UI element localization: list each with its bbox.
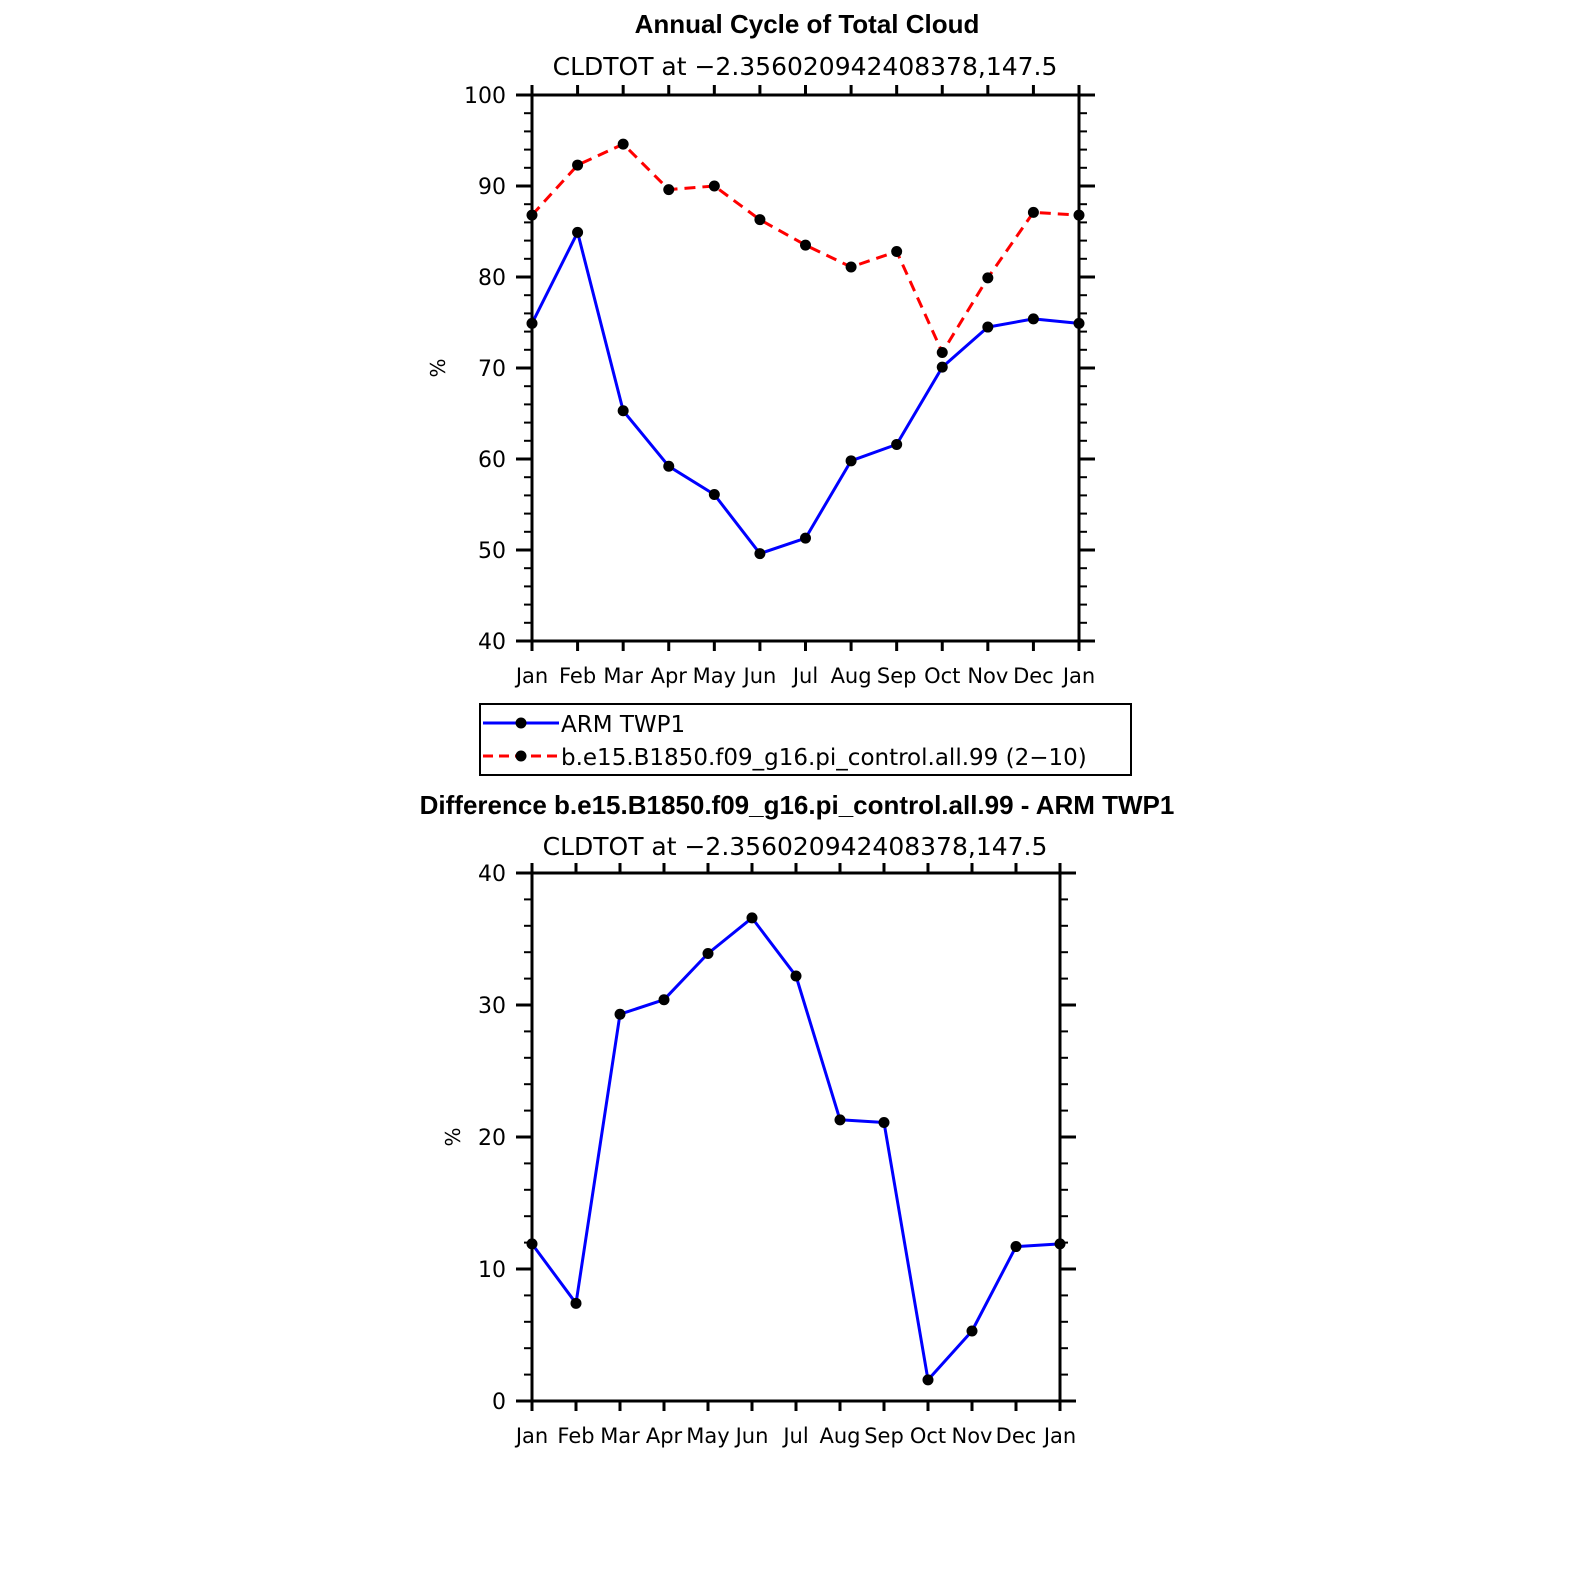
chart1-ytick-label: 60 <box>478 448 506 473</box>
chart1-xtick-label: Jan <box>514 664 548 688</box>
legend-model-marker <box>515 750 527 762</box>
chart2-xtick-label: Oct <box>910 1424 946 1448</box>
chart1-series-1-point <box>982 272 994 284</box>
chart1-series-1-point <box>845 261 857 273</box>
chart2-series-0-point <box>570 1297 582 1309</box>
chart1-series-1-point <box>800 239 811 251</box>
chart1-series-1-point <box>572 159 584 171</box>
chart2-series-0-point <box>834 1114 846 1126</box>
chart1-series-0-point <box>708 488 720 500</box>
chart2-xtick-label: Mar <box>600 1424 640 1448</box>
chart1-series-0-point <box>936 361 948 373</box>
legend-box <box>479 703 1132 776</box>
chart2-xtick-label: Feb <box>557 1424 594 1448</box>
chart2-series-0-point <box>702 948 714 960</box>
chart1-series-1-point <box>891 246 903 258</box>
annual-cycle-chart: Annual Cycle of Total Cloud CLDTOT at −2… <box>426 9 1095 688</box>
chart2-xtick-label: Dec <box>996 1424 1037 1448</box>
chart1-series-1-point <box>617 138 629 150</box>
chart1-series-1-point <box>1027 206 1039 218</box>
chart2-ytick-label: 10 <box>478 1258 506 1283</box>
chart1-xtick-label: Sep <box>877 664 917 688</box>
chart1-ytick-label: 90 <box>478 175 506 200</box>
chart2-series-0-point <box>614 1008 626 1020</box>
chart2-subtitle: CLDTOT at −2.356020942408378,147.5 <box>543 832 1048 861</box>
chart1-xtick-label: Jun <box>742 664 777 688</box>
chart1-xtick-label: Aug <box>831 664 872 688</box>
chart1-ytick-label: 100 <box>464 84 506 109</box>
legend-model-label: b.e15.B1850.f09_g16.pi_control.all.99 (2… <box>561 745 1087 771</box>
chart2-xtick-label: Aug <box>819 1424 860 1448</box>
chart1-series-0-point <box>845 455 857 467</box>
chart2-plot-frame <box>530 871 1062 1403</box>
chart1-series-0-point <box>982 321 994 333</box>
legend-obs-marker <box>515 717 527 729</box>
chart1-series-0-point <box>617 405 629 417</box>
difference-chart: Difference b.e15.B1850.f09_g16.pi_contro… <box>420 790 1175 1448</box>
chart1-xtick-label: Nov <box>967 664 1008 688</box>
chart2-series-0-point <box>746 912 758 924</box>
chart1-xtick-label: Apr <box>651 664 688 688</box>
chart1-title: Annual Cycle of Total Cloud <box>635 9 980 39</box>
chart1-series-1-point <box>936 347 948 359</box>
chart2-xtick-label: Jun <box>734 1424 769 1448</box>
chart2-xtick-label: Jan <box>1042 1424 1076 1448</box>
chart1-ytick-label: 50 <box>478 539 506 564</box>
chart2-ylabel: % <box>441 1127 465 1146</box>
chart2-ytick-label: 30 <box>478 994 506 1019</box>
chart1-xtick-label: Mar <box>603 664 643 688</box>
chart2-series-0-point <box>1010 1241 1022 1253</box>
chart1-series-0-point <box>754 548 766 560</box>
chart2-ytick-label: 0 <box>492 1390 506 1415</box>
chart2-xtick-label: May <box>686 1424 729 1448</box>
chart2-xtick-label: Nov <box>952 1424 993 1448</box>
chart2-xtick-label: Jan <box>514 1424 548 1448</box>
chart2-series-0-point <box>790 970 802 982</box>
chart1-series-0-point <box>663 460 675 472</box>
chart2-series-0-point <box>878 1116 890 1128</box>
chart2-xtick-label: Apr <box>646 1424 683 1448</box>
chart1-series-1-point <box>754 214 766 226</box>
chart1-series-1-point <box>663 184 675 196</box>
chart1-xtick-label: Dec <box>1013 664 1054 688</box>
chart1-xtick-label: Oct <box>924 664 960 688</box>
chart2-xtick-label: Sep <box>864 1424 904 1448</box>
chart2-ytick-label: 40 <box>478 862 506 887</box>
chart2-ytick-label: 20 <box>478 1126 506 1151</box>
chart1-ylabel: % <box>426 358 450 377</box>
chart2-title: Difference b.e15.B1850.f09_g16.pi_contro… <box>420 790 1175 820</box>
chart2-series-0-point <box>658 994 670 1006</box>
chart1-ytick-label: 70 <box>478 357 506 382</box>
chart1-xtick-label: May <box>693 664 736 688</box>
chart1-series-line-0 <box>530 230 1080 556</box>
chart1-series-0-point <box>572 226 584 238</box>
chart1-ytick-label: 80 <box>478 266 506 291</box>
chart1-subtitle: CLDTOT at −2.356020942408378,147.5 <box>553 52 1058 81</box>
chart2-xtick-label: Jul <box>781 1424 808 1448</box>
chart1-xtick-label: Feb <box>559 664 596 688</box>
chart1-xtick-label: Jan <box>1061 664 1095 688</box>
chart1-xtick-label: Jul <box>791 664 818 688</box>
chart1-series-0-point <box>1027 313 1039 325</box>
chart2-series-0-point <box>922 1374 934 1386</box>
chart1-series-1-point <box>708 180 720 192</box>
chart1-legend: ARM TWP1 b.e15.B1850.f09_g16.pi_control.… <box>479 703 1132 776</box>
chart2-series-0-point <box>966 1325 978 1337</box>
chart1-plot-frame <box>530 93 1081 643</box>
chart2-series-line-0 <box>530 916 1061 1382</box>
chart1-series-0-point <box>891 438 903 450</box>
chart1-series-0-point <box>800 532 811 544</box>
legend-obs-label: ARM TWP1 <box>561 712 685 738</box>
chart1-ytick-label: 40 <box>478 630 506 655</box>
